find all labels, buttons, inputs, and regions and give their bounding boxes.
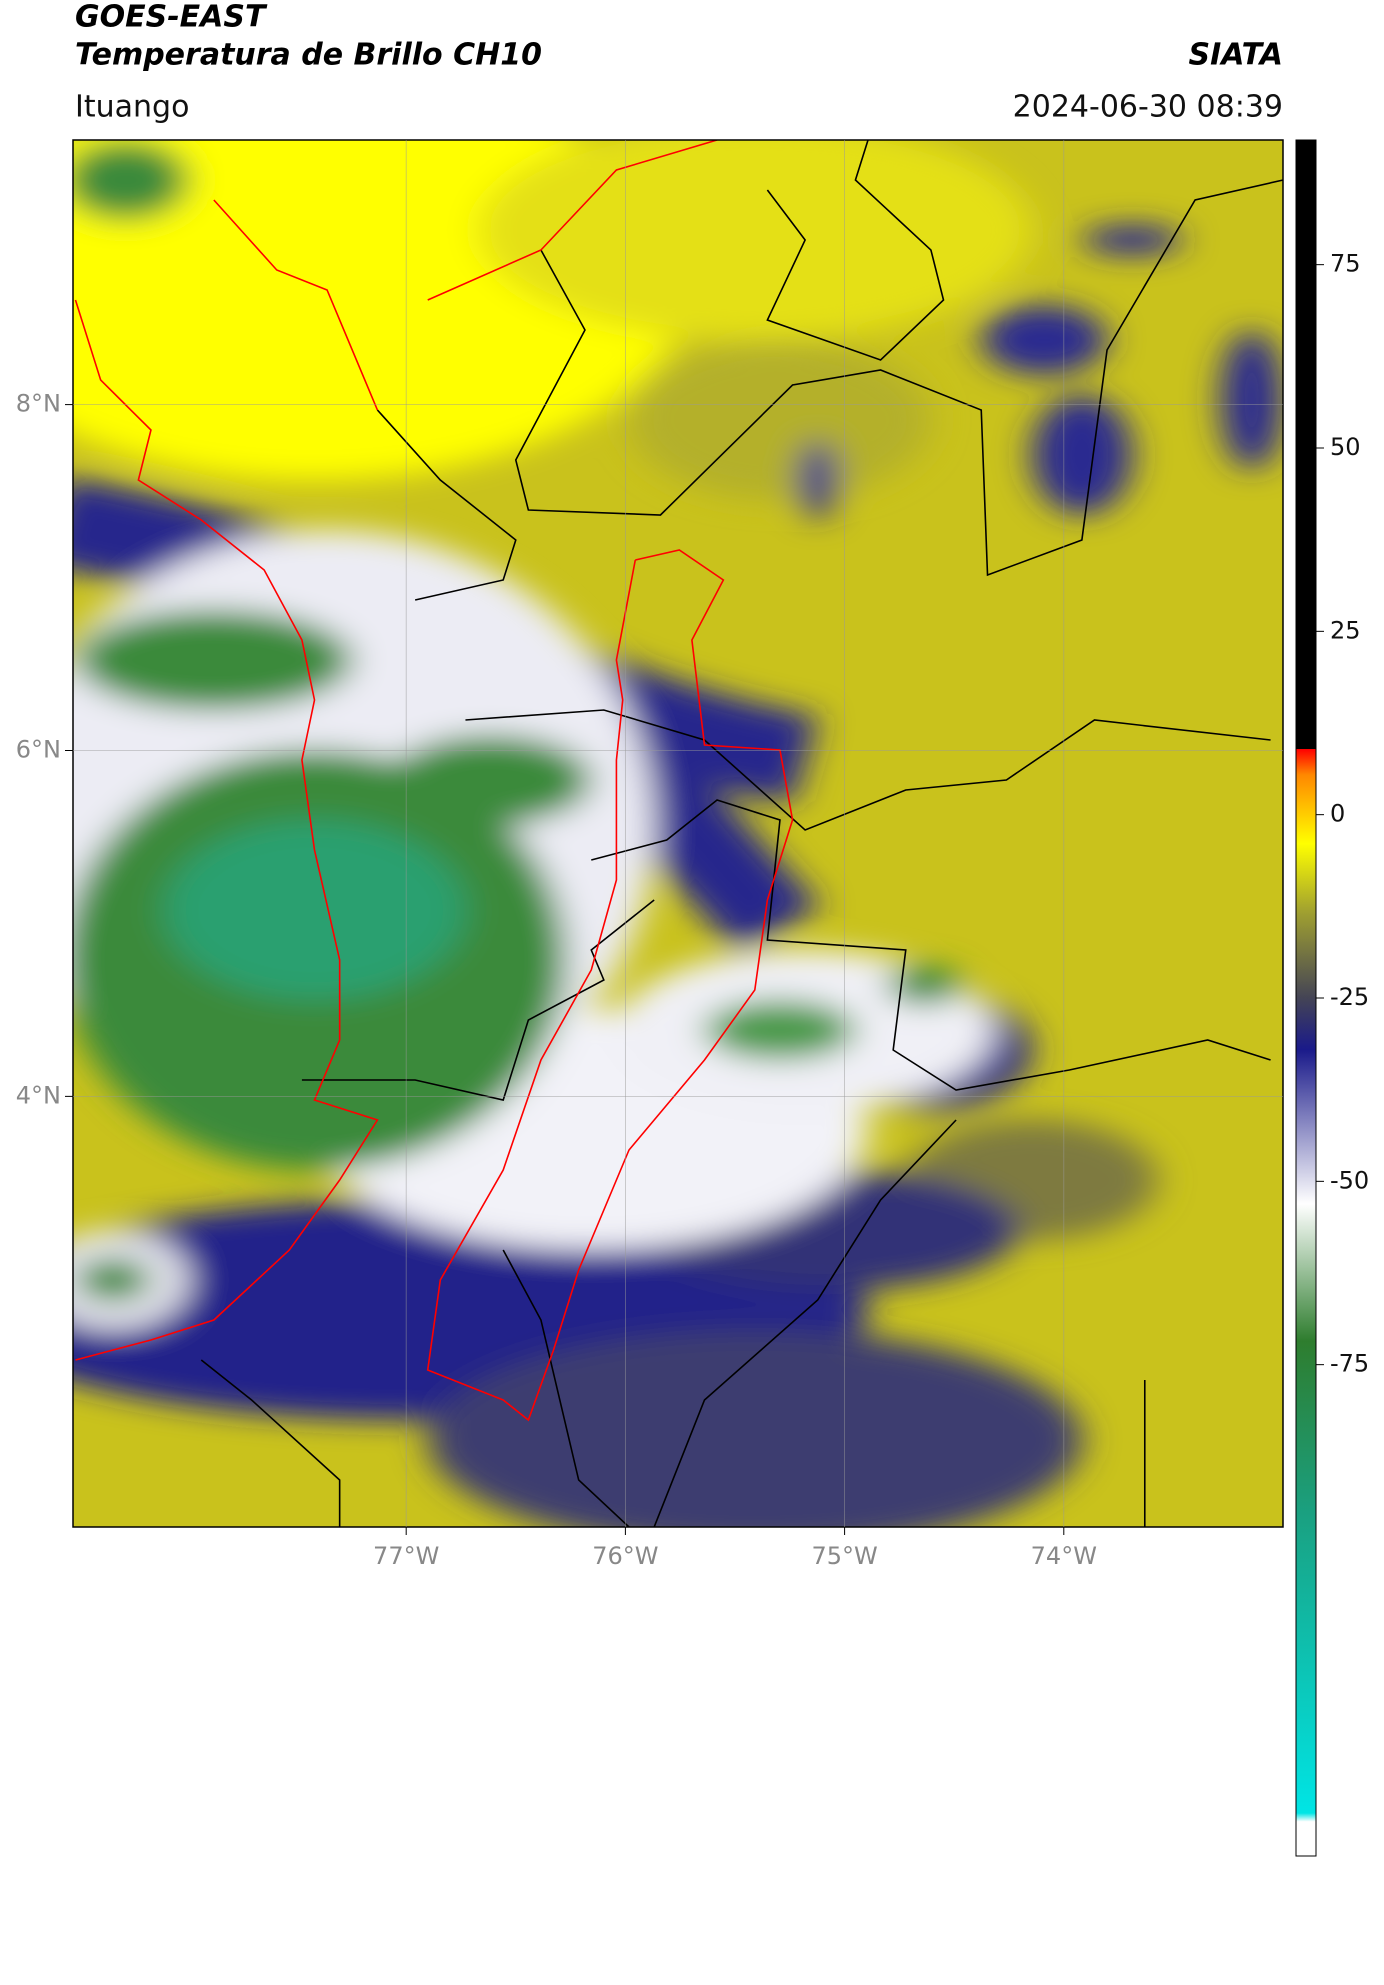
lon-tick-label: 76°W	[592, 1542, 658, 1570]
lon-tick-label: 75°W	[811, 1542, 877, 1570]
lat-tick-label: 4°N	[16, 1081, 61, 1109]
lat-tick-label: 6°N	[16, 735, 61, 763]
satellite-image	[72, 140, 1284, 1527]
title: GOES-EAST	[75, 0, 268, 35]
colorbar-tick-label: -75	[1330, 1350, 1369, 1378]
colorbar-tick-label: 0	[1330, 800, 1345, 828]
colorbar-tick-label: 25	[1330, 616, 1361, 644]
brand: SIATA	[1189, 38, 1283, 73]
colorbar-tick-label: 50	[1330, 433, 1361, 461]
colorbar-tick-label: -50	[1330, 1166, 1369, 1194]
colorbar-tick-label: -25	[1330, 983, 1369, 1011]
colorbar-tick-label: 75	[1330, 250, 1361, 278]
subtitle: Temperatura de Brillo CH10	[75, 38, 542, 73]
lon-tick-label: 74°W	[1031, 1542, 1097, 1570]
map-frame	[72, 139, 1284, 1528]
location: Ituango	[75, 90, 189, 125]
lat-tick-label: 8°N	[16, 390, 61, 418]
lon-tick-label: 77°W	[373, 1542, 439, 1570]
colorbar	[1295, 139, 1317, 1857]
timestamp: 2024-06-30 08:39	[1013, 90, 1283, 125]
